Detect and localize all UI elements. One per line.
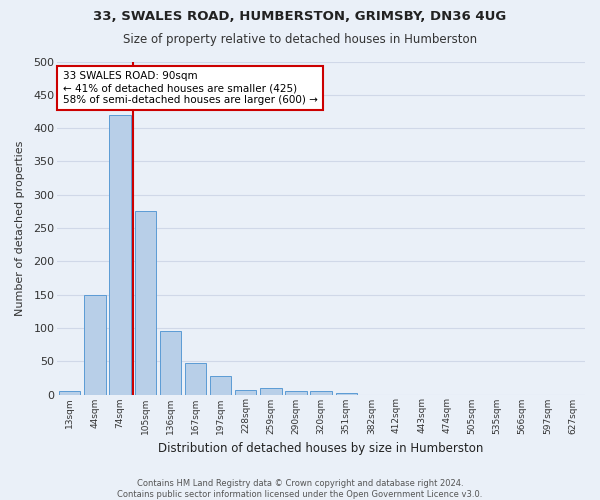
Y-axis label: Number of detached properties: Number of detached properties <box>15 140 25 316</box>
Bar <box>210 376 231 394</box>
Bar <box>59 391 80 394</box>
X-axis label: Distribution of detached houses by size in Humberston: Distribution of detached houses by size … <box>158 442 484 455</box>
Bar <box>84 294 106 394</box>
Text: 33 SWALES ROAD: 90sqm
← 41% of detached houses are smaller (425)
58% of semi-det: 33 SWALES ROAD: 90sqm ← 41% of detached … <box>62 72 317 104</box>
Bar <box>260 388 281 394</box>
Bar <box>335 393 357 394</box>
Bar <box>286 391 307 394</box>
Text: Contains public sector information licensed under the Open Government Licence v3: Contains public sector information licen… <box>118 490 482 499</box>
Bar <box>160 331 181 394</box>
Text: Size of property relative to detached houses in Humberston: Size of property relative to detached ho… <box>123 32 477 46</box>
Text: 33, SWALES ROAD, HUMBERSTON, GRIMSBY, DN36 4UG: 33, SWALES ROAD, HUMBERSTON, GRIMSBY, DN… <box>94 10 506 23</box>
Bar <box>310 391 332 394</box>
Bar <box>109 115 131 394</box>
Bar <box>134 212 156 394</box>
Text: Contains HM Land Registry data © Crown copyright and database right 2024.: Contains HM Land Registry data © Crown c… <box>137 478 463 488</box>
Bar <box>235 390 256 394</box>
Bar <box>185 362 206 394</box>
